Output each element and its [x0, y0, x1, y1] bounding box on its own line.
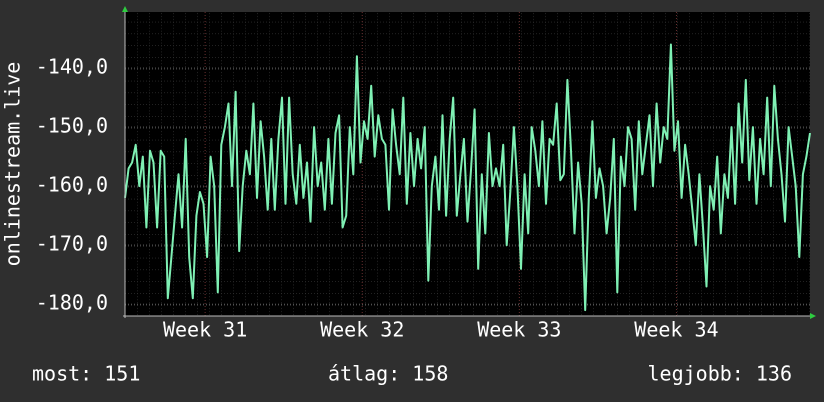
- y-tick-label: -160,0: [36, 173, 108, 197]
- x-tick-label: Week 34: [634, 318, 718, 342]
- footer-stat: átlag: 158: [328, 362, 448, 386]
- y-tick-label: -170,0: [36, 232, 108, 256]
- y-tick-label: -140,0: [36, 55, 108, 79]
- y-axis-label: onlinestream.live: [1, 62, 25, 267]
- minor-grid: [125, 12, 810, 316]
- footer-stat: legjobb: 136: [648, 362, 793, 386]
- x-tick-label: Week 32: [320, 318, 404, 342]
- y-tick-label: -180,0: [36, 291, 108, 315]
- axis-arrow: [122, 6, 128, 12]
- footer-stat: most: 151: [32, 362, 140, 386]
- x-tick-label: Week 31: [163, 318, 247, 342]
- x-tick-label: Week 33: [477, 318, 561, 342]
- axis-arrow: [810, 313, 816, 319]
- y-tick-label: -150,0: [36, 114, 108, 138]
- data-line: [124, 43, 811, 312]
